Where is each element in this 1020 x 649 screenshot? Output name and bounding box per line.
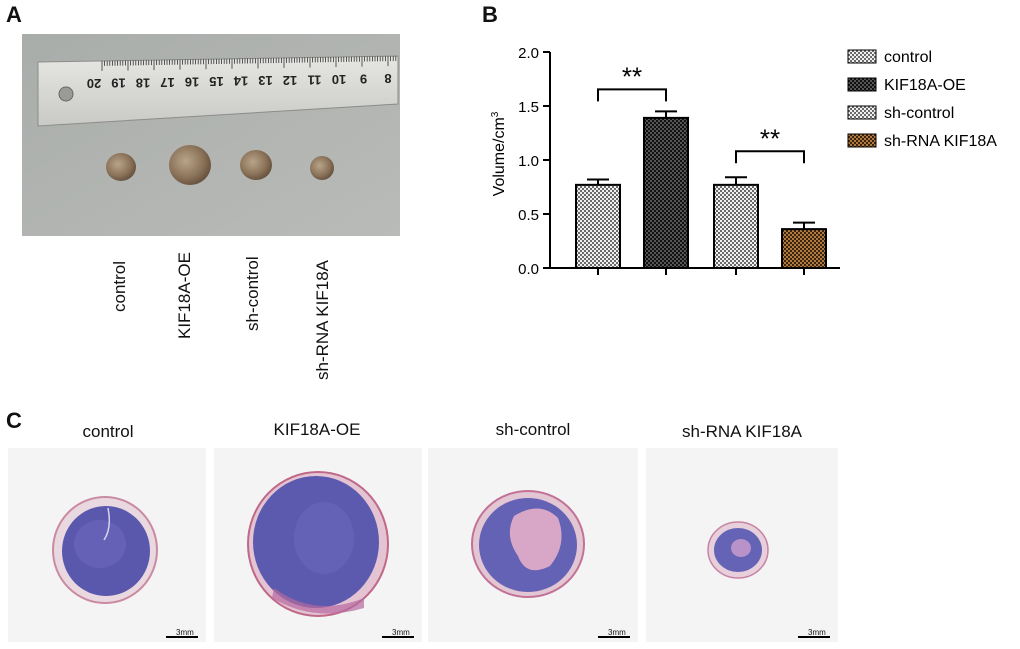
error-bar [587,178,609,185]
ruler-number: 19 [111,76,125,91]
photo-label-control: control [110,260,129,312]
bar [713,183,759,269]
photo-label-kif18a-oe: KIF18A-OE [175,252,194,339]
ruler-number: 13 [258,73,272,88]
histology-title-sh-control: sh-control [495,420,571,439]
scale-bar-4 [798,636,830,638]
y-axis-label: Volume/cm3 [490,111,508,196]
significance-bracket [735,150,805,164]
ruler-number: 8 [384,71,391,86]
error-bar [793,221,815,230]
bar-chart: Volume/cm3 0.0 0.5 1.0 1.5 2.0 ** ** control K… [480,30,1010,290]
y-tick-label: 1.0 [518,153,539,170]
legend-swatch [847,133,877,148]
ruler-number: 20 [87,76,101,91]
ruler-number: 16 [185,74,199,89]
error-bar [725,176,747,185]
scale-label-3: 3mm [608,628,626,637]
scale-label-2: 3mm [392,628,410,637]
tumor-kif18a-oe [169,145,211,185]
legend-label: KIF18A-OE [884,77,966,94]
photo-label-sh-rna-kif18a: sh-RNA KIF18A [313,260,332,380]
y-tick-label: 0.5 [518,207,539,224]
error-bar [655,110,677,118]
y-tick-label: 2.0 [518,45,539,62]
histology-section-sh-control: 3mm [428,448,638,642]
legend-swatch [847,49,877,64]
legend-label: sh-control [884,105,954,122]
scale-label-4: 3mm [808,628,826,637]
ruler-number: 14 [233,74,248,89]
histology-section-sh-rna-kif18a: 3mm [646,448,838,642]
scale-label-1: 3mm [176,628,194,637]
ruler-number: 17 [160,75,174,90]
ruler-number: 12 [283,73,297,88]
bar [575,183,621,269]
significance-label: ** [760,123,780,153]
ruler-number: 18 [136,75,150,90]
y-tick-label: 0.0 [518,261,539,278]
histology-title-control: control [82,422,134,441]
legend-swatch [847,105,877,120]
scale-bar-1 [166,636,198,638]
tumor-sh-rna [310,156,334,180]
ruler-number: 10 [332,72,346,87]
photo-label-sh-control: sh-control [243,256,262,331]
legend-label: sh-RNA KIF18A [884,133,997,150]
tumor-photo: 20 19 18 17 16 15 14 13 12 11 10 9 8 [22,34,400,236]
panel-label-c: C [6,408,22,433]
bar [781,228,827,269]
ruler-number: 15 [209,74,223,89]
histology-title-kif18a-oe: KIF18A-OE [273,420,361,439]
legend-swatch [847,77,877,92]
tumor-control [106,153,136,181]
bar [643,116,689,269]
y-tick-label: 1.5 [518,99,539,116]
significance-label: ** [622,61,642,91]
histology-title-sh-rna-kif18a: sh-RNA KIF18A [682,422,802,441]
scale-bar-2 [382,636,414,638]
significance-bracket [597,88,667,102]
histology-section-control: 3mm [8,448,206,642]
ruler-number: 9 [360,72,367,87]
ruler: 20 19 18 17 16 15 14 13 12 11 10 9 8 [37,55,399,127]
histology-section-kif18a-oe: 3mm [214,448,422,642]
scale-bar-3 [598,636,630,638]
tumor-sh-control [240,150,272,180]
legend-label: control [884,49,932,66]
ruler-number: 11 [308,72,322,87]
panel-label-a: A [6,2,22,27]
panel-label-b: B [482,2,498,27]
